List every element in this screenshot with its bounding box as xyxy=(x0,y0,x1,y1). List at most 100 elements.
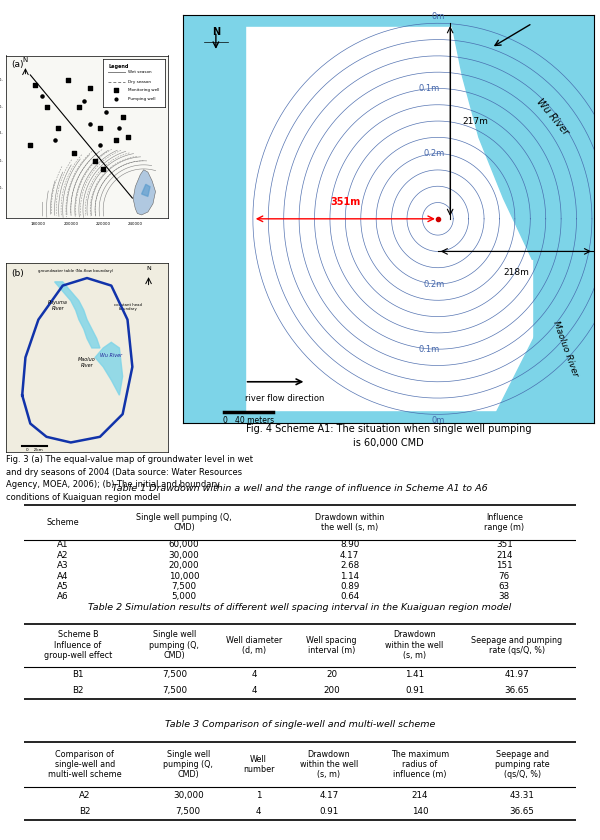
Text: Well diameter
(d, m): Well diameter (d, m) xyxy=(226,636,283,655)
Text: N: N xyxy=(146,266,151,271)
Text: 0   40 meters: 0 40 meters xyxy=(223,416,274,424)
Text: 7,500: 7,500 xyxy=(172,582,197,591)
Text: 7,500: 7,500 xyxy=(162,670,187,680)
Point xyxy=(26,138,35,151)
Text: 0.91: 0.91 xyxy=(405,686,424,696)
Text: 4.17: 4.17 xyxy=(319,790,338,800)
Text: 36.65: 36.65 xyxy=(510,807,535,816)
Text: 2686000-: 2686000- xyxy=(0,105,4,109)
Point xyxy=(42,101,52,114)
Text: (b): (b) xyxy=(11,269,23,277)
Polygon shape xyxy=(491,280,594,423)
Text: Influence
range (m): Influence range (m) xyxy=(484,512,524,532)
Text: 200000: 200000 xyxy=(64,223,79,226)
Text: 2684000-: 2684000- xyxy=(0,131,4,135)
Text: 140: 140 xyxy=(412,807,428,816)
Text: 2.68: 2.68 xyxy=(340,561,359,570)
Point xyxy=(37,89,46,102)
Polygon shape xyxy=(450,15,594,260)
Text: 20: 20 xyxy=(326,670,337,680)
Text: Scheme B
Influence of
group-well effect: Scheme B Influence of group-well effect xyxy=(44,630,112,660)
Text: Wu River: Wu River xyxy=(535,97,571,137)
Text: B2: B2 xyxy=(72,686,83,696)
Text: B2: B2 xyxy=(79,807,91,816)
Text: 240000: 240000 xyxy=(128,223,143,226)
Text: A3: A3 xyxy=(57,561,68,570)
Text: Drawdown within
the well (s, m): Drawdown within the well (s, m) xyxy=(315,512,385,532)
Text: 76: 76 xyxy=(499,571,510,580)
Point xyxy=(53,122,62,135)
Text: 0.89: 0.89 xyxy=(340,582,359,591)
Text: 4.17: 4.17 xyxy=(340,551,359,559)
Text: Well spacing
interval (m): Well spacing interval (m) xyxy=(307,636,357,655)
Text: 217m: 217m xyxy=(463,117,488,125)
Text: 30,000: 30,000 xyxy=(169,551,199,559)
Text: A4: A4 xyxy=(57,571,68,580)
Text: 200: 200 xyxy=(323,686,340,696)
Text: 5,000: 5,000 xyxy=(172,592,197,601)
Point xyxy=(31,78,40,92)
Point xyxy=(85,81,95,95)
Text: 36.65: 36.65 xyxy=(504,686,529,696)
Text: 220000: 220000 xyxy=(96,223,111,226)
Point xyxy=(69,146,79,160)
Polygon shape xyxy=(183,15,245,423)
Text: 4: 4 xyxy=(252,686,257,696)
Text: Scheme: Scheme xyxy=(46,517,79,527)
Point xyxy=(118,110,127,123)
Text: 0.91: 0.91 xyxy=(319,807,338,816)
Text: 214: 214 xyxy=(412,790,428,800)
Point xyxy=(91,154,100,167)
Text: A2: A2 xyxy=(57,551,68,559)
Text: N: N xyxy=(23,57,28,63)
Point xyxy=(63,73,73,87)
Text: (a): (a) xyxy=(11,60,23,70)
Text: 214: 214 xyxy=(496,551,512,559)
Point xyxy=(107,89,116,102)
Text: 7,500: 7,500 xyxy=(176,807,201,816)
Text: Table 1 Drawdown within a well and the range of influence in Scheme A1 to A6: Table 1 Drawdown within a well and the r… xyxy=(112,484,488,492)
Text: 151: 151 xyxy=(496,561,512,570)
Text: The maximum
radius of
influence (m): The maximum radius of influence (m) xyxy=(391,749,449,780)
Text: 63: 63 xyxy=(499,582,510,591)
Text: A2: A2 xyxy=(79,790,91,800)
Polygon shape xyxy=(203,28,532,410)
Text: 351: 351 xyxy=(496,540,512,549)
Text: constant head
boundary: constant head boundary xyxy=(113,302,142,311)
Text: 4: 4 xyxy=(252,670,257,680)
Text: Maoluo
River: Maoluo River xyxy=(78,357,96,368)
Text: Single well pumping (Q,
CMD): Single well pumping (Q, CMD) xyxy=(136,512,232,532)
Point xyxy=(85,117,95,130)
Point xyxy=(50,133,59,146)
Text: 43.31: 43.31 xyxy=(510,790,535,800)
Text: 0.64: 0.64 xyxy=(340,592,359,601)
Text: 2688000-: 2688000- xyxy=(0,78,4,81)
Point xyxy=(115,122,124,135)
Text: 41.97: 41.97 xyxy=(504,670,529,680)
Text: 1.14: 1.14 xyxy=(340,571,359,580)
Text: Wu River: Wu River xyxy=(100,354,122,359)
Text: 180000: 180000 xyxy=(31,223,46,226)
Text: 7,500: 7,500 xyxy=(162,686,187,696)
Point xyxy=(101,106,111,119)
Text: 1.41: 1.41 xyxy=(405,670,424,680)
Point xyxy=(95,138,105,151)
Point xyxy=(95,122,105,135)
Point xyxy=(74,101,84,114)
Text: N: N xyxy=(212,28,220,37)
Text: 20,000: 20,000 xyxy=(169,561,199,570)
Text: 60,000: 60,000 xyxy=(169,540,199,549)
Text: 0m: 0m xyxy=(431,417,445,425)
Text: 10,000: 10,000 xyxy=(169,571,199,580)
Text: B1: B1 xyxy=(72,670,83,680)
Text: 0.2m: 0.2m xyxy=(423,150,445,158)
Text: Drawdown
within the well
(s, m): Drawdown within the well (s, m) xyxy=(300,749,358,780)
Text: river flow direction: river flow direction xyxy=(245,394,324,402)
Text: 0.2m: 0.2m xyxy=(423,280,445,288)
Text: Single well
pumping (Q,
CMD): Single well pumping (Q, CMD) xyxy=(149,630,199,660)
Text: Seepage and
pumping rate
(qs/Q, %): Seepage and pumping rate (qs/Q, %) xyxy=(495,749,550,780)
Point xyxy=(98,162,108,176)
Text: Seepage and pumping
rate (qs/Q, %): Seepage and pumping rate (qs/Q, %) xyxy=(471,636,562,655)
Polygon shape xyxy=(95,342,122,395)
Point xyxy=(112,133,121,146)
